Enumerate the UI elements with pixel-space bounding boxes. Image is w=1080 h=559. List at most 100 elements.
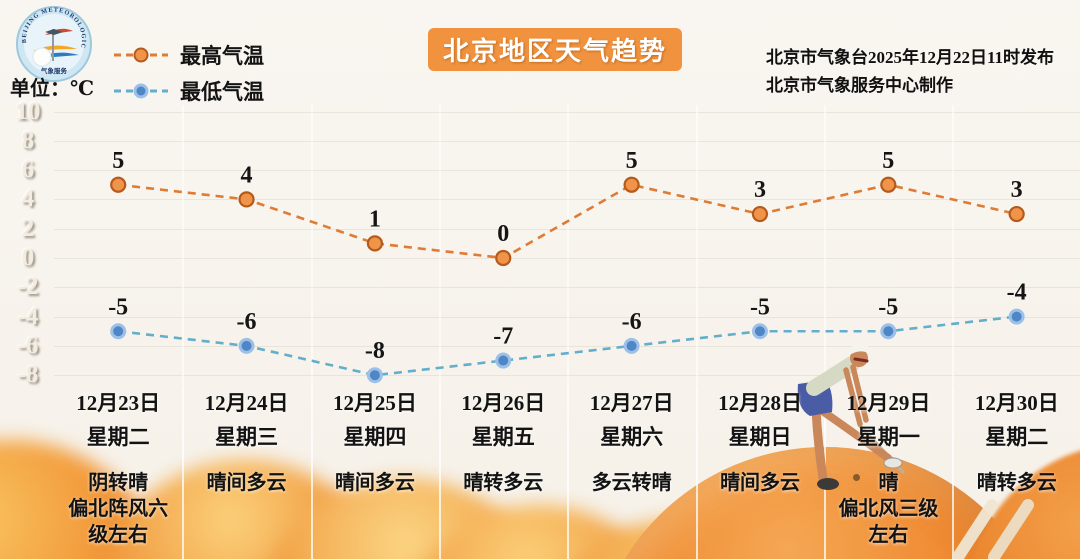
max-temp-value-label: 5: [112, 148, 124, 174]
weather-line: 晴: [878, 472, 899, 494]
weather-line: 晴间多云: [334, 472, 415, 494]
weather-label: 晴转多云: [439, 470, 567, 496]
horizontal-gridline: [54, 170, 1080, 172]
min-temp-point: [110, 323, 127, 340]
horizontal-gridline: [54, 258, 1080, 259]
max-temp-point: [238, 191, 255, 208]
date-label: 12月29日: [846, 391, 931, 415]
min-temp-line-sample-icon: [114, 83, 168, 99]
day-column: 12月29日 星期一晴偏北风三级 左右: [824, 388, 952, 548]
min-temp-point: [880, 323, 897, 340]
max-temp-line: [118, 183, 1017, 260]
date-label: 12月27日: [589, 391, 674, 415]
day-column: 12月28日 星期日晴间多云: [696, 388, 824, 548]
weekday-label: 星期一: [856, 425, 920, 449]
weather-line: 偏北阵风六: [68, 498, 169, 520]
weather-line: 晴转多云: [463, 472, 544, 494]
weekday-label: 星期三: [215, 425, 279, 449]
y-tick-label: 6: [21, 156, 35, 184]
legend-max-label: 最高气温: [180, 44, 264, 68]
min-temp-point: [1008, 308, 1025, 325]
weather-label: 晴间多云: [311, 470, 439, 496]
date-label: 12月25日: [332, 391, 417, 415]
date-label: 12月28日: [718, 391, 803, 415]
horizontal-gridline: [54, 375, 1080, 377]
svg-text:气象服务: 气象服务: [40, 66, 68, 75]
min-temp-point: [623, 337, 640, 354]
horizontal-gridline: [54, 111, 1080, 113]
orange-stem: [853, 474, 860, 481]
legend-min-temp: 最低气温: [112, 76, 264, 106]
min-temp-value-label: -5: [878, 294, 898, 320]
y-tick-label: 0: [21, 244, 35, 271]
meteorological-service-logo-icon: BEIJING METEOROLOGICAL SERVICE 气象服务: [15, 5, 92, 82]
column-divider: [310, 388, 313, 559]
max-temp-point: [1008, 205, 1025, 223]
max-temp-point: [366, 235, 383, 252]
column-divider: [952, 388, 955, 559]
weather-label: 晴间多云: [182, 470, 310, 496]
y-tick-label: 2: [21, 214, 35, 242]
max-temp-value-label: 3: [754, 177, 766, 203]
max-temp-value-label: 5: [626, 148, 638, 174]
day-column: 12月25日 星期四晴间多云: [311, 388, 439, 548]
day-column: 12月30日 星期二 晴转多云: [953, 388, 1080, 548]
issued-line-1: 北京市气象台2025年12月22日11时发布: [766, 48, 1055, 67]
day-columns: 12月23日 星期二 阴转晴 偏北阵风六 级左右 12月24日 星期三 晴间多云 12月25日星…: [54, 388, 1080, 548]
weather-line: 晴间多云: [720, 472, 801, 494]
issued-info: 北京市气象台2025年12月22日11时发布 北京市气象服务中心制作: [766, 44, 1054, 100]
min-temp-line: [118, 315, 1017, 377]
min-temp-point: [238, 337, 255, 354]
horizontal-gridline: [54, 199, 1080, 201]
weather-label: 阴转晴偏北阵风六级左右: [54, 470, 182, 548]
y-tick-label: -8: [17, 361, 39, 389]
weekday-label: 星期日: [728, 425, 792, 449]
y-tick-label: 4: [21, 185, 35, 213]
weekday-label: 星期五: [471, 425, 535, 449]
min-temp-value-label: -5: [750, 294, 770, 320]
max-temp-value-label: 5: [882, 148, 894, 174]
max-temp-point: [110, 176, 127, 193]
day-column: 12月23日 星期二阴转晴偏北阵风六级左右: [54, 388, 182, 548]
max-temp-value-label: 3: [1011, 177, 1023, 203]
column-gridline: [824, 105, 827, 390]
column-gridline: [567, 105, 570, 390]
y-tick-label: -2: [17, 273, 39, 301]
day-column: 12月26日 星期五 晴转多云: [439, 388, 567, 548]
min-temp-value-label: -5: [108, 294, 128, 320]
min-temp-value-label: -6: [237, 309, 257, 335]
max-temp-point: [880, 176, 897, 193]
person-figurine: [797, 343, 905, 490]
column-divider: [567, 388, 570, 559]
weather-label: 多云转晴: [568, 470, 696, 496]
date-label: 12月24日: [204, 391, 289, 415]
weather-line: 晴间多云: [206, 472, 287, 494]
y-tick-label: -4: [17, 302, 39, 330]
weekday-label: 星期六: [600, 425, 664, 449]
weekday-label: 星期二: [86, 425, 150, 449]
horizontal-gridline: [54, 287, 1080, 289]
weather-line: 多云转晴: [591, 472, 672, 494]
weather-line: 偏北风三级: [838, 498, 939, 520]
date-label: 12月30日: [974, 391, 1059, 415]
min-temp-value-label: -7: [493, 324, 513, 350]
weekday-label: 星期四: [343, 425, 407, 449]
weather-line: 阴转晴: [88, 472, 149, 494]
weather-label: 晴间多云: [696, 470, 824, 496]
max-temp-point: [751, 205, 769, 223]
column-divider: [695, 388, 698, 559]
horizontal-gridline: [54, 316, 1080, 318]
weather-line: 级左右: [88, 524, 149, 546]
max-temp-line-sample-icon: [114, 47, 168, 63]
ladder-icon: [952, 499, 1034, 559]
min-temp-point: [366, 367, 383, 384]
horizontal-gridline: [54, 140, 1080, 142]
horizontal-gridline: [54, 228, 1080, 230]
weather-label: 晴转多云: [953, 470, 1080, 496]
max-temp-value-label: 1: [369, 206, 381, 232]
date-label: 12月23日: [76, 391, 161, 415]
day-column: 12月24日 星期三晴间多云: [182, 388, 310, 548]
column-gridline: [695, 105, 698, 390]
min-temp-point: [751, 323, 768, 340]
